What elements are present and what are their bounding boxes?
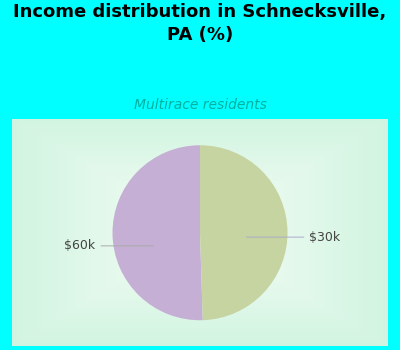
Text: Income distribution in Schnecksville,
PA (%): Income distribution in Schnecksville, PA… [13,4,387,44]
Text: $30k: $30k [246,231,340,244]
Wedge shape [112,145,203,320]
Wedge shape [200,145,288,320]
Text: Multirace residents: Multirace residents [134,98,266,112]
Text: $60k: $60k [64,239,154,252]
